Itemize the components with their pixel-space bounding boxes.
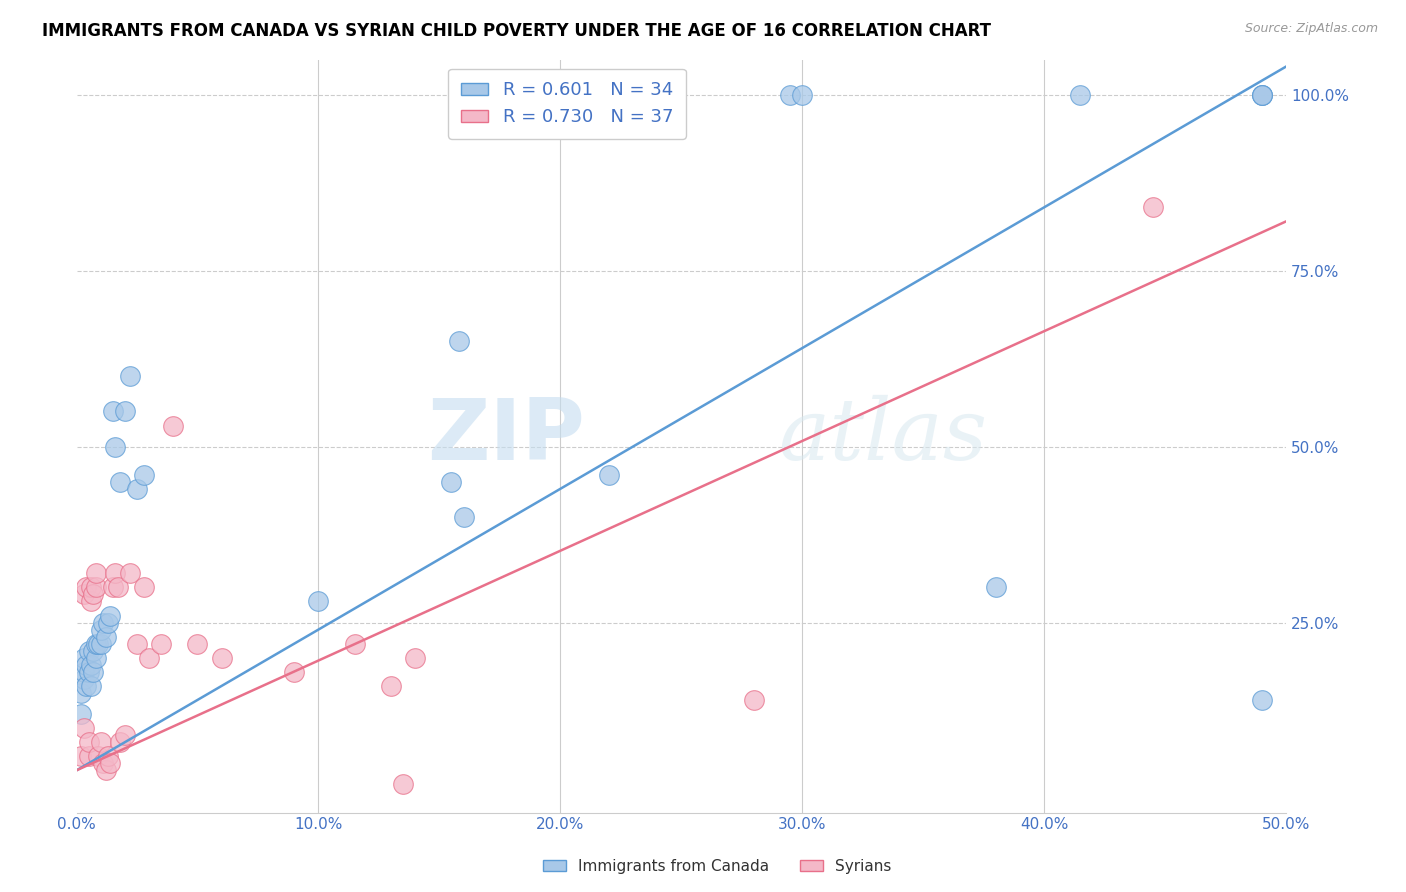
Point [84,637,107,651]
Point [392,777,415,791]
Point [100,756,122,771]
Point [118,369,141,384]
Point [440,475,463,489]
Point [211,650,233,665]
Point [80,657,103,672]
Point [91,756,114,771]
Point [73,650,96,665]
Point [80,679,103,693]
Point [75,657,97,672]
Legend: R = 0.601   N = 34, R = 0.730   N = 37: R = 0.601 N = 34, R = 0.730 N = 37 [449,69,686,139]
Point [70,749,93,764]
Point [150,637,173,651]
Point [1069,87,1091,102]
Point [82,665,104,679]
Point [73,665,96,679]
Point [97,615,120,630]
Point [100,608,122,623]
Point [343,637,366,651]
Point [307,594,329,608]
Point [453,510,475,524]
Point [82,587,104,601]
Point [742,693,765,707]
Point [125,637,148,651]
Point [90,637,112,651]
Point [1250,87,1272,102]
Point [80,580,103,594]
Point [73,672,96,686]
Point [75,679,97,693]
Text: IMMIGRANTS FROM CANADA VS SYRIAN CHILD POVERTY UNDER THE AGE OF 16 CORRELATION C: IMMIGRANTS FROM CANADA VS SYRIAN CHILD P… [42,22,991,40]
Point [138,650,160,665]
Point [90,623,112,637]
Point [134,580,156,594]
Point [380,679,402,693]
Text: atlas: atlas [778,395,987,477]
Point [87,637,110,651]
Point [162,418,184,433]
Point [598,467,620,482]
Point [70,686,93,700]
Point [118,566,141,581]
Point [125,482,148,496]
Point [77,749,100,764]
Point [77,735,100,749]
Point [1250,87,1272,102]
Point [94,630,117,644]
Point [101,404,124,418]
Point [70,706,93,721]
Point [73,587,96,601]
Point [97,749,120,764]
Point [84,650,107,665]
Point [104,566,127,581]
Point [77,665,100,679]
Point [1142,200,1164,214]
Point [792,87,814,102]
Point [107,580,129,594]
Point [90,735,112,749]
Text: ZIP: ZIP [427,394,585,477]
Point [73,721,96,735]
Point [101,580,124,594]
Point [404,650,426,665]
Point [104,440,127,454]
Point [75,580,97,594]
Point [283,665,305,679]
Point [84,566,107,581]
Point [108,475,131,489]
Legend: Immigrants from Canada, Syrians: Immigrants from Canada, Syrians [537,853,897,880]
Point [134,467,156,482]
Text: Source: ZipAtlas.com: Source: ZipAtlas.com [1244,22,1378,36]
Point [77,643,100,657]
Point [84,580,107,594]
Point [114,404,136,418]
Point [91,615,114,630]
Point [779,87,801,102]
Point [108,735,131,749]
Point [447,334,470,348]
Point [1250,87,1272,102]
Point [1250,693,1272,707]
Point [80,594,103,608]
Point [114,728,136,742]
Point [94,764,117,778]
Point [984,580,1007,594]
Point [186,637,208,651]
Point [87,749,110,764]
Point [82,643,104,657]
